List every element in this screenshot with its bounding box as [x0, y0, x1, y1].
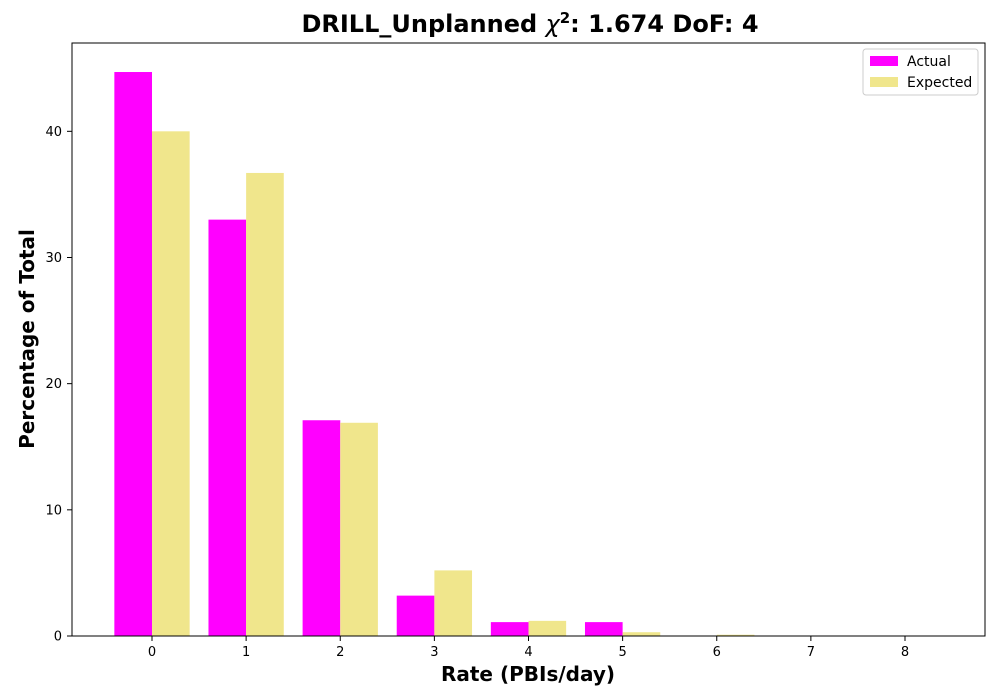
y-tick-label: 30 — [45, 251, 62, 266]
x-tick-label: 3 — [430, 645, 438, 660]
x-axis-title: Rate (PBIs/day) — [441, 662, 615, 686]
chart-title: DRILL_Unplanned χ2: 1.674 DoF: 4 — [301, 9, 758, 38]
legend-label-actual: Actual — [907, 54, 951, 70]
x-tick-label: 0 — [148, 645, 156, 660]
bars-group — [114, 72, 755, 636]
x-axis-ticks: 0 1 2 3 4 5 6 7 8 — [148, 636, 909, 660]
x-tick-label: 2 — [336, 645, 344, 660]
y-tick-label: 40 — [45, 125, 62, 140]
legend-swatch-actual — [870, 56, 898, 66]
bar-actual-2 — [302, 420, 341, 636]
bar-expected-3 — [434, 570, 473, 636]
bar-expected-0 — [152, 131, 190, 636]
bar-expected-5 — [622, 632, 661, 636]
y-tick-label: 20 — [45, 377, 62, 392]
x-tick-label: 1 — [242, 645, 250, 660]
bar-expected-4 — [528, 620, 567, 636]
bar-actual-5 — [584, 622, 623, 636]
plot-area-frame — [71, 42, 986, 637]
y-axis-ticks: 0 10 20 30 40 — [45, 125, 72, 645]
x-tick-label: 8 — [901, 645, 909, 660]
bar-expected-2 — [340, 422, 378, 636]
legend-swatch-expected — [870, 77, 898, 87]
x-tick-label: 7 — [807, 645, 815, 660]
x-tick-label: 6 — [713, 645, 721, 660]
bar-actual-1 — [208, 219, 247, 636]
legend-label-expected: Expected — [907, 75, 972, 91]
bar-expected-6 — [716, 634, 755, 636]
legend: Actual Expected — [862, 48, 979, 96]
bar-actual-3 — [396, 595, 435, 636]
x-tick-label: 4 — [524, 645, 532, 660]
y-axis-title: Percentage of Total — [15, 229, 39, 449]
x-tick-label: 5 — [618, 645, 626, 660]
bar-actual-4 — [490, 622, 529, 636]
bar-actual-0 — [114, 72, 153, 636]
bar-expected-1 — [246, 172, 284, 636]
y-tick-label: 10 — [45, 503, 62, 518]
y-tick-label: 0 — [54, 630, 62, 645]
